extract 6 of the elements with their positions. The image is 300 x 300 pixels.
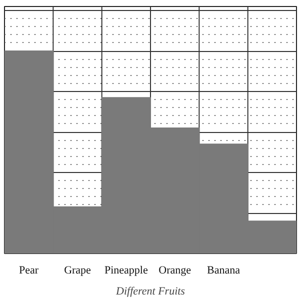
x-tick-label: Pineapple [104, 264, 148, 276]
x-tick-label: Banana [207, 264, 240, 276]
x-tick-label: Orange [158, 264, 192, 276]
x-tick-label: Pear [19, 264, 39, 276]
x-axis-title: Different Fruits [115, 286, 185, 298]
x-tick-label: Grape [64, 264, 92, 276]
